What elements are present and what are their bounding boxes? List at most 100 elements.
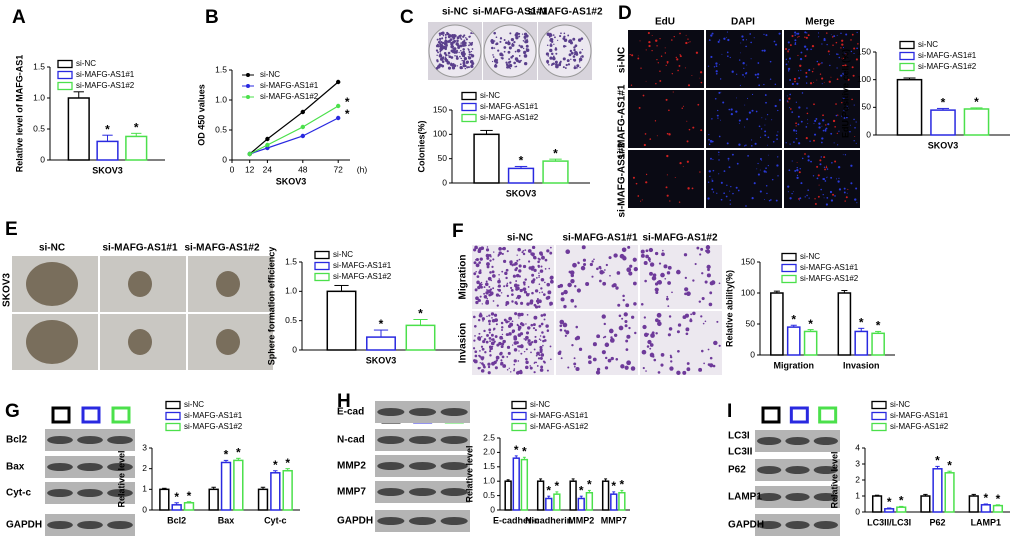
y-tick-label: 3 [142, 442, 147, 452]
cell [480, 336, 483, 338]
cell [669, 354, 672, 357]
cell [475, 258, 479, 262]
cell [806, 48, 809, 51]
significance: * [519, 154, 524, 168]
column-label: si-NC [39, 243, 65, 254]
y-tick-label: 1.5 [215, 64, 227, 74]
cell [491, 60, 494, 63]
cell [526, 302, 530, 306]
cell [505, 41, 508, 45]
blot-label: GAPDH [6, 520, 42, 531]
cell [662, 249, 664, 252]
significance: * [611, 479, 616, 493]
cell [787, 61, 789, 63]
band [408, 408, 437, 416]
cell [668, 327, 673, 331]
cell [550, 246, 552, 249]
band [377, 436, 405, 444]
cell [824, 168, 826, 171]
cell [665, 64, 667, 66]
point [336, 79, 341, 85]
cell [534, 289, 539, 293]
cell [667, 305, 670, 308]
bar [270, 472, 281, 511]
legend-marker [246, 73, 250, 77]
cell [539, 350, 543, 354]
cell [564, 45, 567, 48]
cell [646, 345, 650, 348]
column-label: si-MAFG-AS1#1 [562, 233, 637, 244]
band [377, 408, 405, 416]
cell [791, 82, 794, 86]
cell [601, 314, 606, 319]
cell [468, 51, 471, 54]
cell [492, 258, 495, 261]
cell [610, 356, 614, 361]
column-label: si-NC [507, 233, 533, 244]
cell [687, 38, 689, 40]
cell [470, 64, 473, 67]
cell [787, 50, 789, 53]
legend-label: si-NC [918, 40, 938, 49]
cell [666, 295, 669, 298]
cell [793, 77, 797, 80]
cell [751, 93, 754, 96]
cell [560, 297, 565, 302]
cell [448, 55, 452, 58]
cell [448, 33, 450, 35]
cell [686, 140, 689, 143]
band [377, 488, 405, 496]
cell [470, 32, 473, 35]
cell [835, 114, 838, 117]
cell [528, 293, 530, 295]
cell [520, 345, 524, 349]
cell [791, 192, 793, 195]
cell [585, 281, 590, 286]
legend-swatch [871, 411, 887, 421]
cell [618, 314, 622, 318]
point [265, 142, 270, 148]
lane-marker [789, 406, 809, 424]
band [77, 489, 103, 497]
cell [440, 31, 444, 35]
x-unit: (h) [357, 164, 368, 174]
cell [814, 202, 817, 205]
cell [604, 356, 608, 360]
band [107, 521, 133, 529]
cell [672, 91, 674, 93]
legend-swatch [899, 62, 915, 72]
legend-swatch [871, 400, 887, 410]
cell [493, 40, 496, 42]
cell [686, 367, 691, 372]
cell [668, 315, 672, 318]
significance: * [791, 312, 796, 326]
cell [494, 64, 498, 68]
cell [518, 269, 522, 273]
cell [838, 56, 841, 59]
cell [660, 55, 663, 57]
cell [565, 63, 568, 67]
cell [552, 56, 556, 61]
cell [718, 91, 721, 94]
cell [567, 282, 572, 288]
y-tick-label: 2.5 [483, 432, 495, 442]
cell [697, 103, 700, 106]
cell [536, 351, 540, 356]
cell [656, 58, 658, 61]
lane-marker [818, 406, 838, 424]
cell [581, 55, 584, 58]
cell [691, 75, 693, 77]
cell [775, 43, 778, 46]
cell [795, 132, 797, 135]
cell [706, 264, 711, 269]
cell [479, 312, 482, 315]
cell [847, 78, 850, 81]
cell [539, 368, 544, 372]
cell [549, 56, 553, 60]
cell [714, 97, 717, 100]
cell [570, 278, 575, 284]
cell [569, 270, 575, 275]
cell [838, 188, 842, 191]
legend-swatch [511, 411, 527, 421]
cell [604, 366, 609, 370]
